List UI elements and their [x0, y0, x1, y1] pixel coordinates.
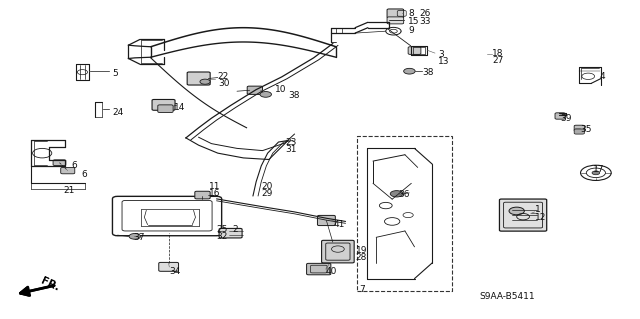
Text: S9AA-B5411: S9AA-B5411 [479, 292, 535, 301]
Text: 31: 31 [285, 145, 297, 154]
Text: 38: 38 [422, 68, 434, 77]
FancyBboxPatch shape [152, 100, 175, 110]
Text: 11: 11 [209, 182, 220, 191]
FancyBboxPatch shape [187, 72, 210, 85]
FancyBboxPatch shape [408, 47, 421, 54]
Circle shape [509, 207, 524, 215]
Text: 32: 32 [216, 232, 228, 241]
Text: 23: 23 [285, 138, 297, 147]
Text: 30: 30 [218, 79, 229, 88]
Text: 22: 22 [218, 72, 229, 81]
Text: 41: 41 [334, 220, 346, 229]
Text: 38: 38 [288, 92, 300, 100]
Text: 26: 26 [419, 9, 430, 18]
Text: 20: 20 [261, 182, 273, 191]
Circle shape [129, 234, 141, 239]
Text: 3: 3 [438, 50, 444, 59]
Text: 21: 21 [63, 186, 75, 195]
FancyBboxPatch shape [53, 160, 66, 166]
Bar [357, 136, 452, 291]
Text: 25: 25 [216, 225, 228, 234]
Text: 2: 2 [232, 225, 237, 234]
FancyBboxPatch shape [307, 263, 331, 275]
FancyBboxPatch shape [574, 125, 584, 131]
Circle shape [390, 191, 403, 197]
FancyBboxPatch shape [387, 9, 404, 18]
Text: 27: 27 [492, 56, 504, 64]
FancyBboxPatch shape [499, 199, 547, 231]
Text: 39: 39 [560, 114, 572, 123]
Text: 16: 16 [209, 189, 220, 198]
Text: 4: 4 [600, 72, 605, 81]
Circle shape [260, 92, 271, 97]
Text: 19: 19 [356, 246, 367, 255]
Circle shape [592, 171, 600, 175]
Text: 37: 37 [134, 233, 145, 242]
Circle shape [404, 68, 415, 74]
Text: 18: 18 [492, 48, 504, 58]
Text: 6: 6 [71, 161, 77, 170]
Text: 40: 40 [326, 267, 337, 276]
Text: 6: 6 [81, 170, 87, 179]
Text: 17: 17 [593, 165, 605, 174]
FancyBboxPatch shape [158, 105, 173, 113]
Text: 15: 15 [408, 18, 420, 26]
FancyBboxPatch shape [159, 263, 179, 271]
Text: 36: 36 [399, 190, 410, 199]
FancyBboxPatch shape [61, 167, 75, 174]
Text: 7: 7 [360, 285, 365, 293]
FancyBboxPatch shape [247, 86, 262, 94]
Text: 10: 10 [275, 85, 287, 94]
Text: 24: 24 [113, 108, 124, 117]
Text: 9: 9 [408, 26, 414, 35]
Text: 33: 33 [419, 18, 431, 26]
Text: 8: 8 [408, 9, 414, 18]
FancyBboxPatch shape [555, 113, 565, 119]
Text: 29: 29 [261, 189, 273, 198]
FancyBboxPatch shape [219, 228, 242, 238]
FancyArrowPatch shape [20, 286, 54, 295]
Text: 13: 13 [438, 57, 450, 66]
Text: FR.: FR. [39, 275, 61, 293]
FancyBboxPatch shape [574, 129, 584, 134]
Text: 28: 28 [356, 253, 367, 262]
Text: 1: 1 [534, 205, 540, 214]
FancyBboxPatch shape [321, 240, 354, 263]
Text: 5: 5 [113, 69, 118, 78]
FancyBboxPatch shape [317, 215, 335, 226]
Circle shape [200, 79, 210, 84]
FancyBboxPatch shape [387, 17, 404, 24]
Text: 35: 35 [580, 125, 591, 134]
Text: 12: 12 [534, 213, 546, 222]
Text: 34: 34 [170, 267, 180, 276]
FancyBboxPatch shape [195, 191, 210, 199]
Text: 14: 14 [174, 103, 186, 112]
